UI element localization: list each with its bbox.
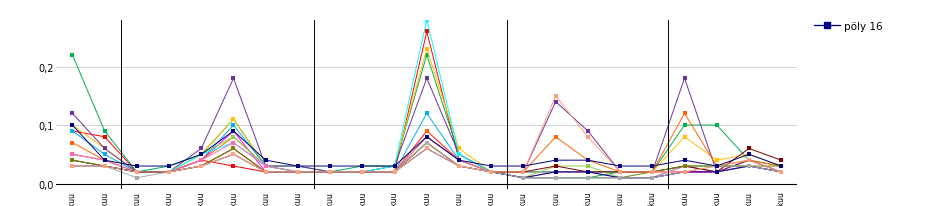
- Legend: pöly 16: pöly 16: [809, 17, 887, 36]
